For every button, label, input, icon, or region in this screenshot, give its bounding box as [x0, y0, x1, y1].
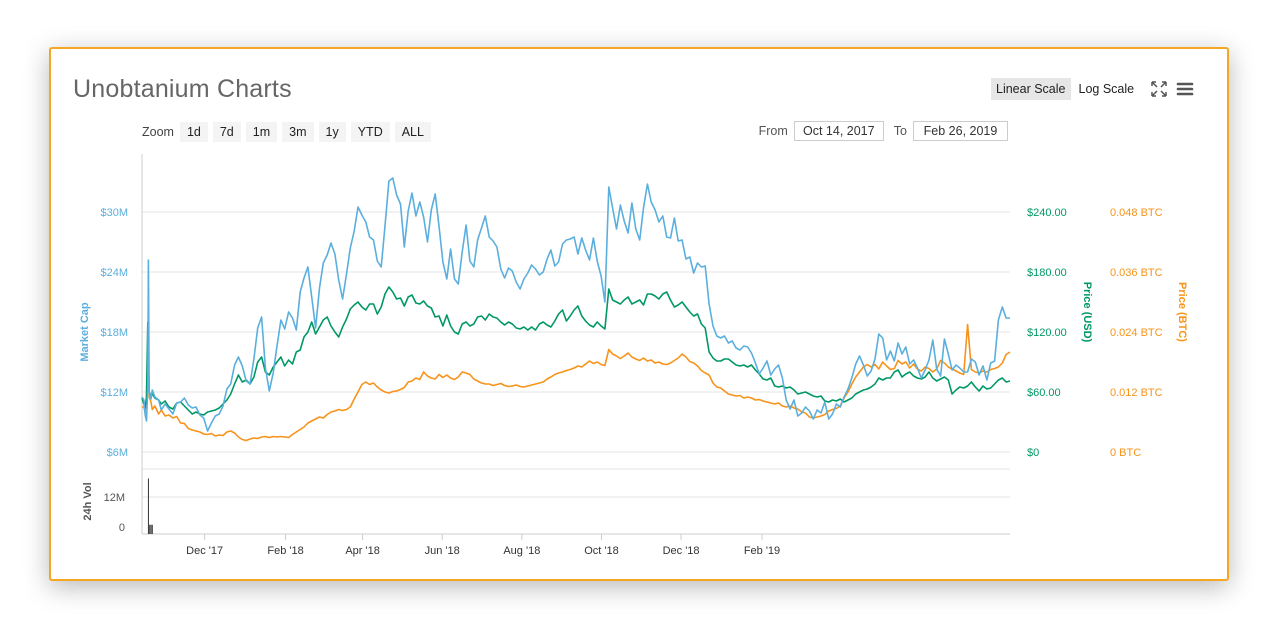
price-btc-axis-label: Price (BTC)	[1176, 282, 1188, 342]
price-usd-tick-label: $120.00	[1027, 327, 1067, 339]
series-line-market-cap	[141, 177, 1010, 432]
zoom-label: Zoom	[142, 125, 174, 139]
chart-card: Unobtanium Charts Linear Scale Log Scale…	[49, 47, 1229, 581]
x-tick-label: Feb '18	[267, 545, 303, 557]
chart-plot: $30M $24M $18M $12M $6M Market Cap $240.00 $180…	[79, 154, 1188, 557]
linear-scale-button[interactable]: Linear Scale	[991, 78, 1071, 100]
market-cap-tick-label: $12M	[100, 387, 128, 399]
market-cap-axis-label: Market Cap	[79, 302, 91, 362]
to-date-input[interactable]	[913, 121, 1008, 141]
price-btc-tick-label: 0.024 BTC	[1110, 327, 1163, 339]
x-tick-label: Feb '19	[744, 545, 780, 557]
zoom-1d-button[interactable]: 1d	[179, 122, 208, 142]
to-label: To	[893, 124, 907, 138]
price-btc-tick-label: 0.036 BTC	[1110, 267, 1163, 279]
price-usd-axis-label: Price (USD)	[1081, 282, 1093, 343]
x-tick-label: Dec '17	[186, 545, 223, 557]
zoom-3m-button[interactable]: 3m	[282, 122, 314, 142]
price-btc-tick-label: 0.048 BTC	[1110, 207, 1163, 219]
zoom-1y-button[interactable]: 1y	[318, 122, 346, 142]
x-tick-label: Aug '18	[503, 545, 540, 557]
date-range: From To	[749, 121, 1008, 141]
x-tick-label: Jun '18	[425, 545, 460, 557]
market-cap-tick-label: $6M	[107, 447, 128, 459]
price-btc-tick-label: 0 BTC	[1110, 447, 1141, 459]
price-btc-tick-label: 0.012 BTC	[1110, 387, 1163, 399]
market-cap-tick-label: $24M	[100, 267, 128, 279]
zoom-1m-button[interactable]: 1m	[245, 122, 278, 142]
price-usd-tick-label: $240.00	[1027, 207, 1067, 219]
price-usd-tick-label: $0	[1027, 447, 1039, 459]
x-tick-label: Dec '18	[663, 545, 700, 557]
market-cap-tick-label: $18M	[100, 327, 128, 339]
price-usd-tick-label: $60.00	[1027, 387, 1061, 399]
zoom-7d-button[interactable]: 7d	[212, 122, 241, 142]
x-tick-label: Oct '18	[584, 545, 619, 557]
scale-toolbar: Linear Scale Log Scale	[991, 78, 1194, 100]
volume-tick-label: 12M	[104, 492, 125, 504]
log-scale-button[interactable]: Log Scale	[1078, 82, 1135, 96]
menu-icon[interactable]	[1176, 80, 1194, 98]
x-tick-label: Apr '18	[345, 545, 380, 557]
chart-title: Unobtanium Charts	[73, 75, 292, 103]
price-usd-tick-label: $180.00	[1027, 267, 1067, 279]
fullscreen-icon[interactable]	[1150, 80, 1168, 98]
zoom-all-button[interactable]: ALL	[394, 122, 431, 142]
from-label: From	[758, 124, 788, 138]
series-line-price-usd	[141, 286, 1011, 416]
volume-tick-label: 0	[119, 522, 125, 534]
volume-axis-label: 24h Vol	[82, 482, 94, 520]
from-date-input[interactable]	[793, 121, 884, 141]
zoom-row: Zoom 1d 7d 1m 3m 1y YTD ALL	[142, 122, 436, 142]
zoom-ytd-button[interactable]: YTD	[350, 122, 390, 142]
series-line-price-btc	[142, 323, 1011, 442]
market-cap-tick-label: $30M	[100, 207, 128, 219]
